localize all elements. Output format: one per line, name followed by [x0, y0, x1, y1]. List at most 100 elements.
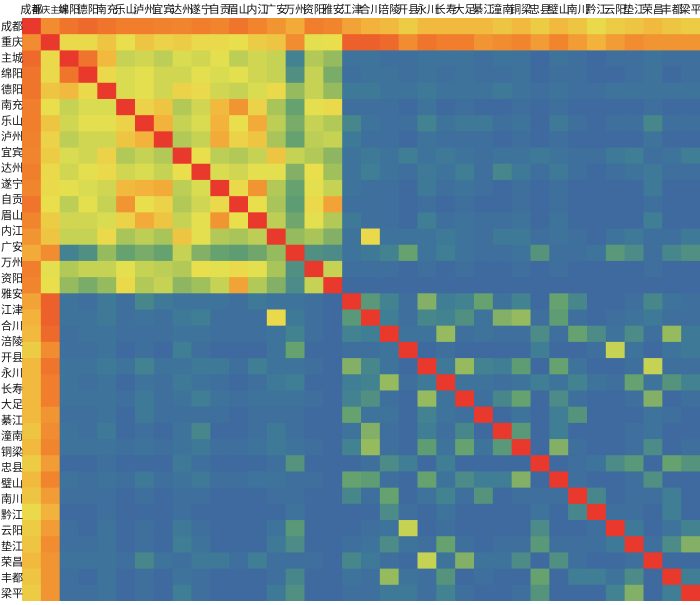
heatmap-cell [643, 293, 663, 311]
heatmap-cell [229, 196, 249, 213]
heatmap-cell [304, 503, 324, 521]
heatmap-cell [492, 260, 513, 278]
heatmap-cell [605, 277, 626, 294]
heatmap-cell [379, 34, 400, 51]
y-tick-label: 长寿 [1, 381, 23, 395]
heatmap-cell [22, 147, 42, 165]
x-tick-label: 开县 [397, 3, 419, 16]
x-tick-label: 宜宾 [152, 2, 174, 16]
heatmap-cell [587, 277, 607, 294]
heatmap-cell [191, 115, 211, 132]
heatmap-cell [492, 277, 513, 294]
heatmap-cell [587, 422, 607, 440]
heatmap-cell [492, 244, 513, 262]
heatmap-cell [398, 552, 419, 570]
heatmap-cell [436, 179, 456, 197]
heatmap-cell [587, 390, 607, 408]
heatmap-cell [379, 568, 400, 586]
heatmap-cell [361, 471, 381, 489]
heatmap-cell [436, 536, 456, 554]
heatmap-cell [379, 98, 400, 116]
heatmap-cell [511, 422, 532, 440]
heatmap-cell [116, 82, 136, 100]
heatmap-cell [662, 390, 682, 408]
heatmap-cell [210, 34, 230, 51]
heatmap-cell [398, 487, 419, 505]
heatmap-cell [135, 520, 155, 537]
heatmap-cell [549, 179, 569, 197]
heatmap-cell [191, 374, 211, 392]
heatmap-cell [304, 374, 324, 392]
heatmap-cell [78, 536, 98, 554]
heatmap-cell [643, 98, 663, 116]
heatmap-cell [191, 309, 211, 327]
heatmap-cell [172, 163, 193, 181]
heatmap-cell [285, 18, 306, 35]
heatmap-cell [266, 439, 287, 456]
heatmap-cell [417, 584, 437, 602]
heatmap-cell [116, 277, 136, 294]
heatmap-cell [492, 487, 513, 505]
heatmap-cell [398, 244, 419, 262]
heatmap-cell [511, 520, 532, 537]
heatmap-cell [266, 455, 287, 473]
heatmap-cell [492, 131, 513, 149]
heatmap-cell [492, 212, 513, 230]
heatmap-cell [549, 358, 569, 375]
heatmap-cell [436, 66, 456, 84]
heatmap-cell [492, 147, 513, 165]
heatmap-cell [549, 487, 569, 505]
heatmap-cell [59, 228, 80, 246]
heatmap-cell [248, 50, 268, 68]
heatmap-cell [492, 439, 513, 456]
heatmap-cell [172, 260, 193, 278]
heatmap-cell [587, 293, 607, 311]
heatmap-cell [587, 260, 607, 278]
heatmap-cell [78, 374, 98, 392]
heatmap-cell [436, 196, 456, 213]
heatmap-cell [285, 50, 306, 68]
heatmap-cell [191, 66, 211, 84]
heatmap-cell [323, 325, 343, 343]
heatmap-cell [492, 552, 513, 570]
heatmap-cell [191, 584, 211, 602]
heatmap-cell [568, 50, 588, 68]
heatmap-cell [78, 422, 98, 440]
heatmap-cell [605, 115, 626, 132]
heatmap-cell [587, 228, 607, 246]
heatmap-cell [455, 341, 475, 359]
heatmap-cell [436, 358, 456, 375]
heatmap-cell [153, 228, 174, 246]
heatmap-cell [436, 50, 456, 68]
heatmap-cell [116, 18, 136, 35]
x-tick-label: 眉山 [228, 3, 250, 16]
heatmap-cell [511, 163, 532, 181]
heatmap-cell [229, 374, 249, 392]
heatmap-cell [436, 147, 456, 165]
heatmap-cell [22, 374, 42, 392]
heatmap-cell [361, 293, 381, 311]
heatmap-cell [210, 568, 230, 586]
heatmap-cell [587, 82, 607, 100]
heatmap-cell [436, 406, 456, 424]
heatmap-cell [304, 179, 324, 197]
heatmap-cell [116, 390, 136, 408]
heatmap-cell [643, 147, 663, 165]
heatmap-cell [323, 179, 343, 197]
heatmap-cell [323, 277, 343, 294]
heatmap-cell [59, 552, 80, 570]
heatmap-cell [229, 212, 249, 230]
heatmap-cell [59, 325, 80, 343]
heatmap-cell [643, 390, 663, 408]
heatmap-cell [248, 82, 268, 100]
heatmap-cell [78, 455, 98, 473]
heatmap-cell [662, 244, 682, 262]
heatmap-cell [492, 179, 513, 197]
heatmap-cell [285, 82, 306, 100]
heatmap-cell [436, 374, 456, 392]
heatmap-cell [40, 552, 61, 570]
heatmap-cell [474, 66, 494, 84]
heatmap-cell [549, 552, 569, 570]
heatmap-cell [511, 115, 532, 132]
heatmap-cell [511, 212, 532, 230]
